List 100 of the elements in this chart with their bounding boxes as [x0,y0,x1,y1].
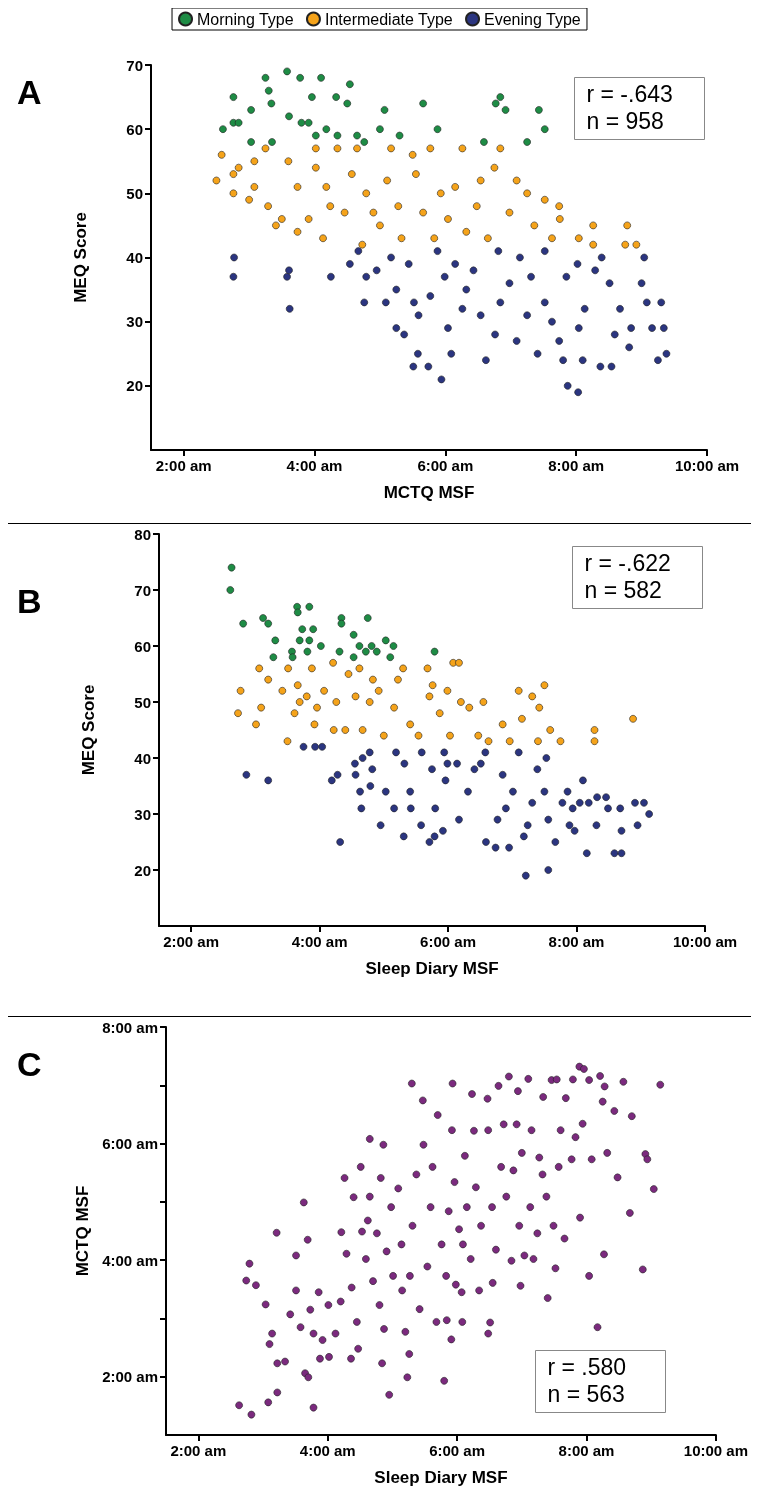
y-tick-label: 30 [134,805,151,823]
point [534,737,542,745]
annotation: r = .580 [547,1354,627,1380]
point [590,737,599,745]
point [317,74,325,82]
point [394,675,402,684]
point [380,731,388,740]
point [395,131,404,140]
point [255,664,264,673]
point [423,664,432,673]
x-axis-title: Sleep Diary MSF [365,959,499,978]
x-axis-title: MCTQ MSF [383,483,475,502]
point [540,681,549,689]
point [355,664,364,673]
point [518,715,526,723]
point [389,642,398,650]
annotation: r = -.622 [584,550,671,576]
point [236,687,245,695]
point [465,703,474,712]
x-tick-label: 4:00 am [291,933,348,950]
point [344,670,353,678]
y-tick-label: 60 [126,120,143,138]
x-tick-label: 6:00 am [417,457,474,474]
point [283,67,291,76]
point [430,647,439,656]
point [303,647,312,656]
point [428,681,437,689]
point [226,586,235,594]
point [264,619,272,628]
point [406,720,414,729]
y-tick-label: 50 [134,693,151,711]
y-tick-label: 50 [126,184,143,202]
point [381,636,390,645]
point [308,664,316,673]
text: B [17,582,42,620]
point [501,106,510,114]
point [351,692,360,701]
x-tick-label: 10:00 am [683,1442,748,1459]
point [349,653,358,661]
point [269,653,278,661]
point [505,737,514,745]
x-tick-label: 8:00 am [558,1442,615,1459]
point [349,631,358,639]
point [293,681,302,689]
point [390,703,398,712]
y-tick-label: 4:00 am [102,1251,158,1269]
x-tick-label: 6:00 am [429,1442,486,1459]
point [590,726,599,734]
x-tick-label: 10:00 am [674,457,740,474]
point [329,726,338,734]
point [372,647,381,656]
x-tick-label: 2:00 am [155,457,212,474]
point [310,720,319,729]
y-tick-label: 2:00 am [102,1368,158,1386]
point [399,664,407,673]
point [491,99,500,108]
point [455,659,463,667]
x-tick-label: 10:00 am [672,933,738,950]
legend-label: Intermediate Type [324,10,453,28]
point [267,99,276,108]
point [419,99,427,108]
point [498,720,507,729]
point [425,692,434,701]
y-tick-label: 20 [126,377,143,395]
point [288,653,297,661]
point [304,118,313,127]
point [305,603,314,611]
point [302,692,311,701]
y-axis-title: MEQ Score [71,212,90,303]
point [268,138,276,146]
chart-title: A [17,73,42,111]
point [363,614,372,622]
point [374,687,383,695]
point [414,731,423,740]
point [308,93,316,101]
point [247,138,255,146]
point [380,106,389,114]
point [297,118,306,127]
annotation: n = 563 [547,1381,625,1407]
point [376,125,384,133]
point [283,737,292,745]
y-tick-label: 40 [134,749,151,767]
point [341,726,350,734]
y-axis-title: MEQ Score [79,684,98,776]
point [290,709,299,717]
point [320,687,328,695]
point [257,703,265,712]
point [309,625,317,633]
point [278,687,287,695]
point [367,642,376,650]
point [523,138,531,146]
point [514,687,523,695]
point [335,647,344,656]
x-tick-label: 8:00 am [548,457,605,474]
y-tick-label: 60 [134,637,151,655]
point [298,625,307,633]
annotation: n = 582 [584,577,662,603]
x-tick-label: 4:00 am [286,457,343,474]
x-tick-label: 8:00 am [548,933,605,950]
y-tick-label: 30 [126,313,143,331]
